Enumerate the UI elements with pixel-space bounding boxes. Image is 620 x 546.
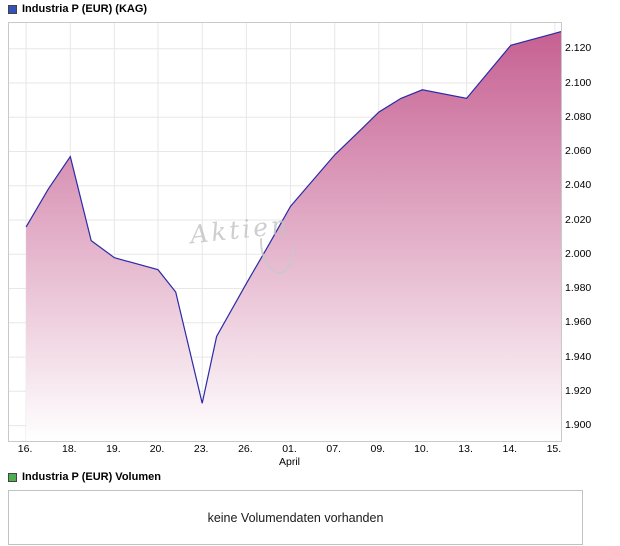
volume-legend: Industria P (EUR) Volumen: [8, 471, 161, 483]
no-volume-message: keine Volumendaten vorhanden: [207, 510, 384, 525]
y-tick-label: 2.100: [565, 76, 592, 89]
y-tick-label: 2.000: [565, 247, 592, 260]
y-tick-label: 1.920: [565, 384, 592, 397]
price-legend-label: Industria P (EUR) (KAG): [22, 3, 148, 15]
x-tick-label: 18.: [61, 443, 77, 455]
x-tick-label: 01.: [282, 443, 297, 455]
chart-canvas: [9, 23, 561, 441]
x-tick-label: 15.: [546, 443, 562, 455]
y-tick-label: 2.020: [565, 213, 592, 226]
y-tick-label: 1.940: [565, 350, 592, 363]
price-area-fill: [26, 31, 561, 441]
y-axis-labels: 2.120 2.100 2.080 2.060 2.040 2.020 2.000 1.980…: [565, 22, 619, 440]
x-tick-label: 16.: [17, 443, 33, 455]
x-tick-label: 20.: [149, 443, 165, 455]
x-tick-label: 19.: [106, 443, 121, 455]
x-tick-label: 13.: [458, 443, 473, 455]
x-axis-labels: 16. 18. 19. 20. 23. 26. 01. April 07. 09. 10. 13. 14…: [0, 443, 620, 471]
volume-panel: keine Volumendaten vorhanden: [8, 490, 583, 545]
volume-legend-label: Industria P (EUR) Volumen: [22, 471, 161, 483]
x-tick-label: 09.: [370, 443, 386, 455]
x-tick-label: 14.: [502, 443, 518, 455]
price-legend: Industria P (EUR) (KAG): [8, 3, 147, 15]
x-tick-label: 10.: [414, 443, 429, 455]
volume-legend-swatch: [8, 472, 17, 482]
y-tick-label: 2.120: [565, 42, 592, 55]
chart-plot: Aktien: [8, 22, 562, 442]
price-legend-swatch: [8, 4, 17, 14]
x-axis-month-label: April: [278, 456, 301, 468]
y-tick-label: 1.960: [565, 316, 592, 329]
y-tick-label: 1.980: [565, 282, 592, 294]
x-tick-label: 26.: [238, 443, 253, 455]
y-tick-label: 1.900: [565, 419, 592, 432]
y-tick-label: 2.040: [565, 179, 592, 192]
y-tick-label: 2.060: [565, 145, 592, 157]
y-tick-label: 2.080: [565, 110, 592, 123]
x-tick-label: 23.: [193, 443, 209, 455]
x-tick-label: 07.: [326, 443, 341, 455]
